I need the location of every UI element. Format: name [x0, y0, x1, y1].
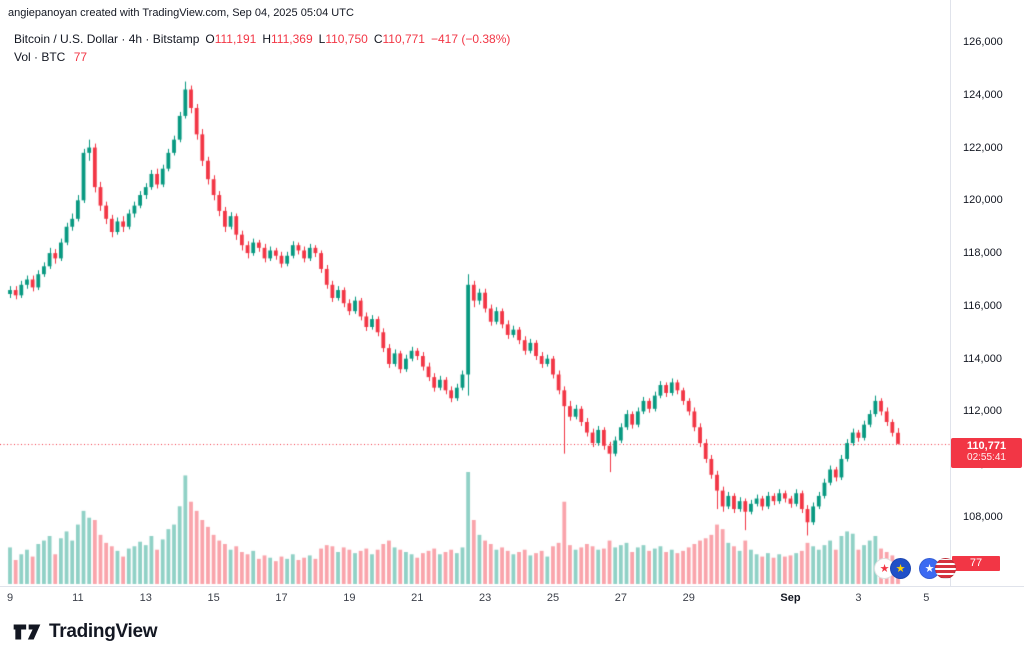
time-tick-label: 13: [139, 592, 152, 604]
last-price-value: 110,771: [966, 440, 1007, 452]
reaction-stickers: ★ ★ ★ ·: [874, 555, 964, 581]
price-tick-label: 122,000: [963, 141, 1003, 154]
volume-label: Vol · BTC: [14, 50, 66, 64]
time-tick-label: 29: [682, 592, 695, 604]
stripes-sticker-icon[interactable]: ·: [935, 557, 956, 579]
price-axis[interactable]: 126,000 124,000 122,000 120,000 118,000 116,0…: [950, 0, 1024, 586]
time-axis[interactable]: 9 11 13 15 17 19 21 23 25 27 29 Sep 3 5: [0, 586, 1024, 609]
price-tick-label: 126,000: [963, 36, 1003, 48]
sticker-group-1[interactable]: ★ ★: [874, 557, 911, 579]
price-tick-label: 116,000: [963, 299, 1002, 312]
open-value: 111,191: [214, 32, 257, 46]
high-value: 111,369: [271, 32, 313, 46]
time-tick-label: 5: [923, 592, 930, 604]
attribution-text: angiepanoyan created with TradingView.co…: [8, 7, 354, 19]
time-tick-label: 23: [478, 592, 492, 604]
flag-sticker-icon[interactable]: ★: [890, 557, 911, 579]
sticker-group-2[interactable]: ★ ·: [919, 557, 956, 579]
price-tick-label: 118,000: [963, 247, 1002, 260]
last-price-badge: 110,771 02:55:41: [951, 438, 1022, 468]
price-tick-label: 112,000: [963, 405, 1002, 418]
low-value: 110,750: [325, 32, 368, 46]
tradingview-logo-text: TradingView: [49, 621, 158, 642]
symbol-title[interactable]: Bitcoin / U.S. Dollar · 4h · Bitstamp: [14, 32, 200, 46]
time-tick-label: 19: [343, 592, 356, 604]
volume-value: 77: [73, 50, 88, 64]
price-tick-label: 114,000: [963, 352, 1002, 365]
time-tick-label: Sep: [780, 592, 801, 604]
price-tick-label: 108,000: [963, 511, 1003, 523]
volume-axis-badge: 77: [952, 556, 1000, 571]
time-tick-label: 15: [207, 592, 220, 604]
price-tick-label: 124,000: [963, 88, 1003, 101]
bar-countdown: 02:55:41: [967, 452, 1006, 463]
low-label: L: [318, 32, 326, 46]
time-tick-label: 21: [411, 592, 424, 604]
tradingview-logo[interactable]: TradingView: [12, 620, 158, 644]
legend-ohlc-row: Bitcoin / U.S. Dollar · 4h · Bitstamp O11…: [14, 31, 510, 48]
time-tick-label: 17: [275, 592, 288, 604]
chart-legend: Bitcoin / U.S. Dollar · 4h · Bitstamp O11…: [14, 31, 510, 66]
time-tick-label: 11: [72, 592, 84, 604]
legend-volume-row: Vol · BTC 77: [14, 49, 510, 66]
time-tick-label: 27: [614, 592, 627, 604]
close-value: 110,771: [382, 32, 425, 46]
time-tick-label: 25: [546, 592, 560, 604]
high-label: H: [262, 32, 272, 46]
time-tick-label: 3: [855, 592, 862, 604]
tradingview-logo-icon: [13, 624, 41, 640]
close-label: C: [373, 32, 383, 46]
change-value: −417 (−0.38%): [430, 32, 511, 46]
time-tick-label: 9: [6, 592, 14, 604]
open-label: O: [205, 32, 215, 46]
price-tick-label: 120,000: [963, 194, 1003, 207]
